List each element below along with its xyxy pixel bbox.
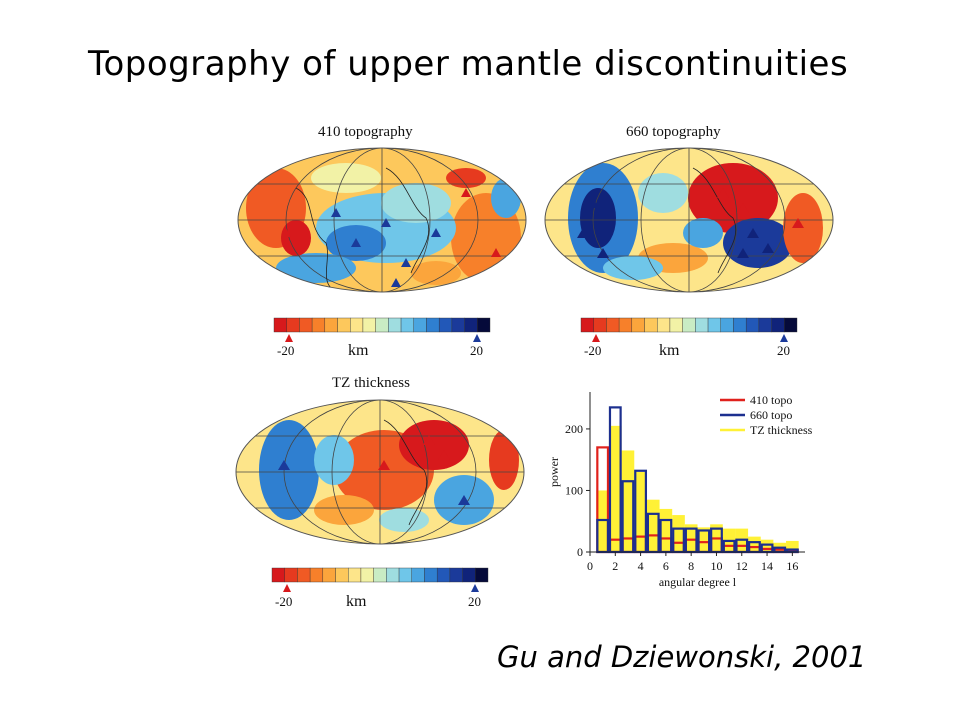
colorbar-min-label: -20 bbox=[584, 343, 601, 358]
colorbar-swatch bbox=[644, 317, 658, 333]
colorbar-swatch bbox=[695, 317, 709, 333]
x-axis-label: angular degree l bbox=[659, 575, 737, 589]
colorbar-swatch bbox=[299, 317, 313, 333]
colorbar-swatch bbox=[311, 317, 326, 333]
x-tick-label: 14 bbox=[761, 559, 773, 573]
colorbar-swatch bbox=[758, 317, 772, 333]
colorbar-swatch bbox=[271, 567, 285, 583]
x-tick-label: 10 bbox=[710, 559, 722, 573]
colorbar-swatch bbox=[436, 567, 451, 583]
map-title-tz: TZ thickness bbox=[332, 375, 410, 391]
colorbar-swatch bbox=[335, 567, 349, 583]
bar-tz-thickness bbox=[621, 450, 635, 552]
colorbar-max-label: 20 bbox=[468, 594, 481, 609]
colorbar-tz: -20 km 20 bbox=[271, 567, 489, 610]
colorbar-unit-label: km bbox=[659, 342, 680, 359]
colorbar-swatch bbox=[297, 567, 311, 583]
bar-tz-thickness bbox=[596, 490, 609, 552]
colorbar-swatch bbox=[449, 567, 463, 583]
colorbar-swatch bbox=[411, 567, 425, 583]
colorbar-swatch bbox=[373, 567, 387, 583]
bar-tz-thickness bbox=[608, 425, 622, 552]
colorbar-min-label: -20 bbox=[277, 343, 294, 358]
colorbar-swatch bbox=[426, 317, 440, 333]
map-tz-thickness bbox=[235, 399, 525, 545]
x-tick-label: 0 bbox=[587, 559, 593, 573]
colorbar-swatch bbox=[669, 317, 683, 333]
x-tick-label: 4 bbox=[638, 559, 644, 573]
colorbar-swatch bbox=[606, 317, 620, 333]
colorbar-swatch bbox=[360, 567, 374, 583]
colorbar-swatch bbox=[720, 317, 734, 333]
map-title-410: 410 topography bbox=[318, 124, 413, 140]
colorbar-swatch bbox=[362, 317, 376, 333]
y-tick-label: 100 bbox=[565, 483, 583, 497]
colorbar-swatch bbox=[386, 567, 400, 583]
colorbar-swatch bbox=[745, 317, 760, 333]
x-tick-label: 16 bbox=[786, 559, 798, 573]
colorbar-swatch bbox=[462, 567, 476, 583]
x-tick-label: 8 bbox=[688, 559, 694, 573]
colorbar-max-label: 20 bbox=[777, 343, 790, 358]
colorbar-swatch bbox=[784, 317, 798, 333]
colorbar-swatch bbox=[400, 317, 414, 333]
colorbar-swatch bbox=[398, 567, 412, 583]
colorbar-swatch bbox=[477, 317, 491, 333]
colorbar-swatch bbox=[451, 317, 465, 333]
colorbar-swatch bbox=[682, 317, 696, 333]
colorbar-swatch bbox=[324, 317, 338, 333]
x-tick-label: 12 bbox=[736, 559, 748, 573]
colorbar-swatch bbox=[438, 317, 453, 333]
colorbar-min-label: -20 bbox=[275, 594, 292, 609]
map-660-topography bbox=[544, 147, 834, 293]
colorbar-swatch bbox=[286, 317, 300, 333]
colorbar-swatch bbox=[388, 317, 402, 333]
colorbar-swatch bbox=[618, 317, 633, 333]
x-tick-label: 6 bbox=[663, 559, 669, 573]
x-tick-label: 2 bbox=[612, 559, 618, 573]
colorbar-swatch bbox=[771, 317, 785, 333]
colorbar-swatch bbox=[273, 317, 287, 333]
power-spectrum-chart: 0 100 200 0 2 4 6 8 10 12 14 16 angular degree l powe… bbox=[547, 392, 813, 589]
colorbar-unit-label: km bbox=[346, 593, 367, 610]
colorbar-swatch bbox=[322, 567, 336, 583]
colorbar-swatch bbox=[348, 567, 362, 583]
colorbar-swatch bbox=[350, 317, 364, 333]
y-tick-label: 200 bbox=[565, 422, 583, 436]
colorbar-swatch bbox=[475, 567, 489, 583]
colorbar-swatch bbox=[375, 317, 389, 333]
colorbar-swatches bbox=[273, 317, 491, 333]
colorbar-max-label: 20 bbox=[470, 343, 483, 358]
colorbar-swatch bbox=[464, 317, 478, 333]
colorbar-swatch bbox=[593, 317, 607, 333]
bar-tz-thickness bbox=[684, 524, 698, 552]
bar-tz-thickness bbox=[786, 540, 799, 552]
colorbar-swatch bbox=[413, 317, 427, 333]
map-410-topography bbox=[237, 147, 527, 293]
y-axis-label: power bbox=[547, 457, 561, 487]
y-tick-label: 0 bbox=[577, 545, 583, 559]
colorbar-swatch bbox=[707, 317, 721, 333]
citation: Gu and Dziewonski, 2001 bbox=[497, 640, 867, 674]
map-title-660: 660 topography bbox=[626, 124, 721, 140]
colorbar-swatch bbox=[580, 317, 594, 333]
colorbar-unit-label: km bbox=[348, 342, 369, 359]
bar-tz-thickness bbox=[634, 472, 647, 552]
bar-tz-thickness bbox=[697, 527, 711, 552]
colorbar-swatch bbox=[733, 317, 747, 333]
slide-title: Topography of upper mantle discontinuiti… bbox=[88, 44, 849, 84]
colorbar-swatch bbox=[309, 567, 324, 583]
colorbar-swatch bbox=[337, 317, 351, 333]
colorbar-swatch bbox=[631, 317, 645, 333]
colorbar-410: -20 km 20 bbox=[273, 317, 491, 359]
colorbar-swatch bbox=[424, 567, 438, 583]
colorbar-swatch bbox=[657, 317, 671, 333]
legend-label: 660 topo bbox=[750, 408, 792, 422]
legend-label: 410 topo bbox=[750, 393, 792, 407]
legend-label: TZ thickness bbox=[750, 423, 813, 437]
colorbar-swatch bbox=[284, 567, 298, 583]
colorbar-660: -20 km 20 bbox=[580, 317, 798, 359]
